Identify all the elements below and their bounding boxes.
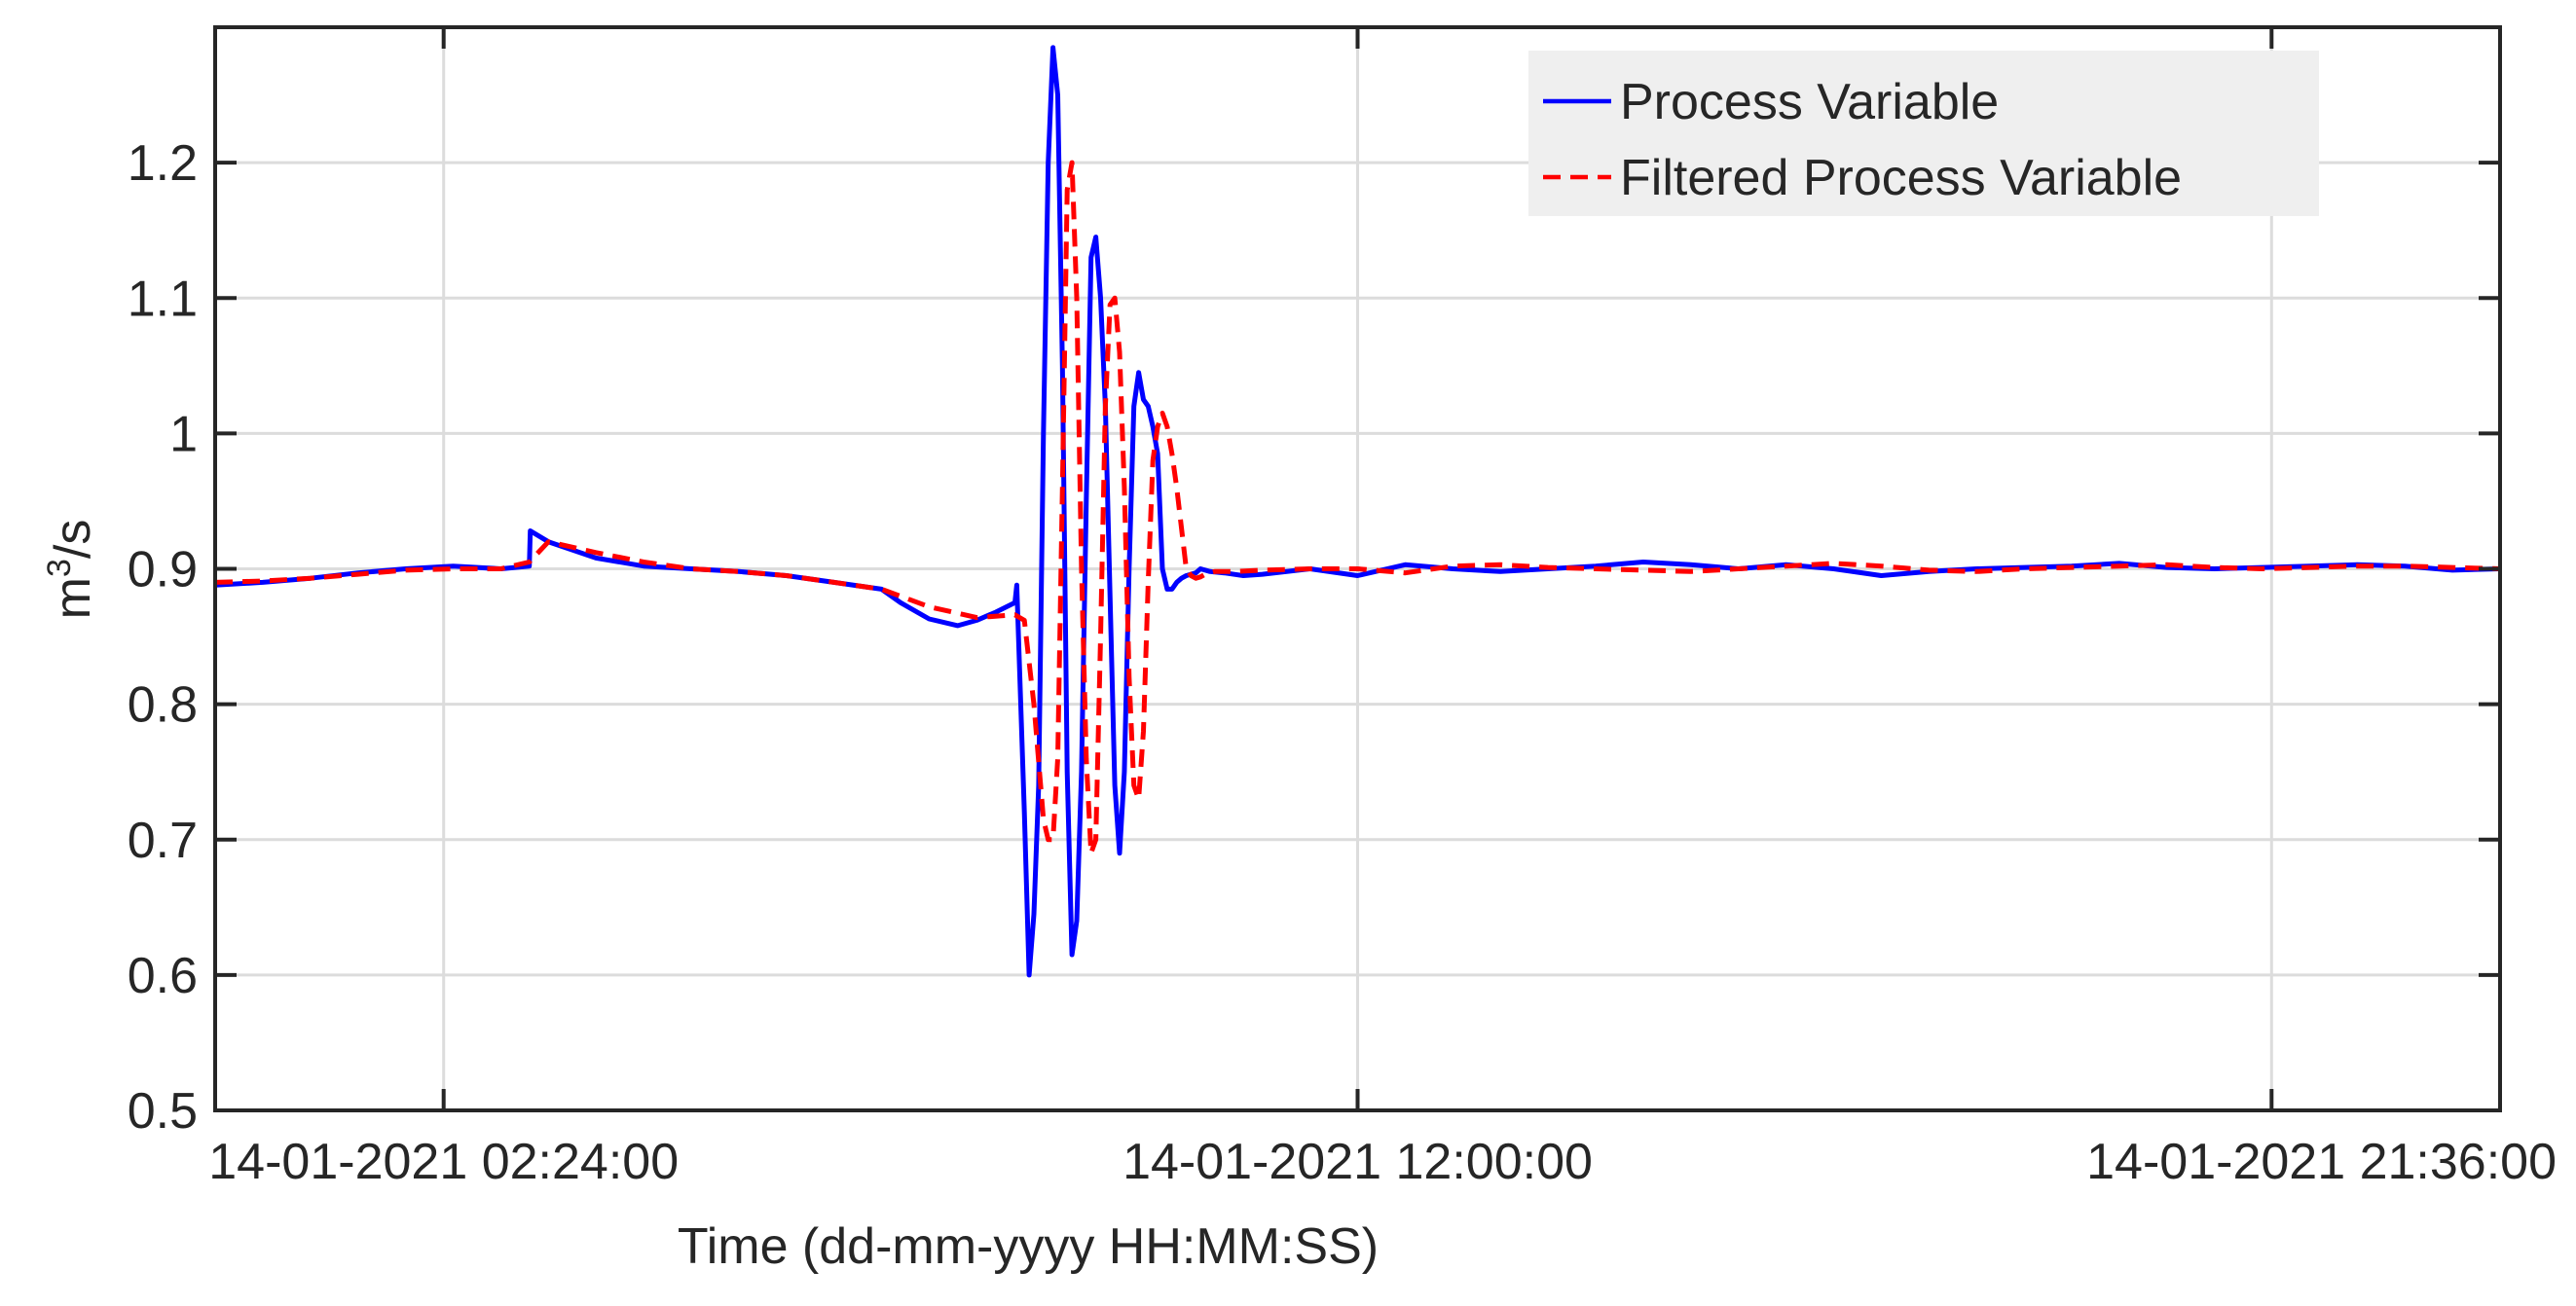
x-tick-label: 14-01-2021 02:24:00 — [208, 1134, 679, 1190]
legend: Process Variable Filtered Process Variab… — [1528, 51, 2319, 216]
y-tick-label: 1 — [169, 406, 198, 462]
legend-box — [1528, 51, 2319, 216]
y-tick-label: 0.8 — [128, 677, 198, 734]
legend-label-filtered-process-variable: Filtered Process Variable — [1620, 150, 2182, 206]
y-tick-label: 1.1 — [128, 271, 198, 327]
y-tick-label: 0.9 — [128, 542, 198, 599]
y-axis-label: m3/s — [41, 520, 101, 620]
x-tick-label: 14-01-2021 12:00:00 — [1122, 1134, 1593, 1190]
legend-label-process-variable: Process Variable — [1620, 74, 1999, 130]
x-axis-label: Time (dd-mm-yyyy HH:MM:SS) — [678, 1218, 1379, 1275]
filtered-process-variable-line — [214, 160, 2501, 856]
x-tick-labels: 14-01-2021 02:24:00 14-01-2021 12:00:00 14… — [208, 1134, 2557, 1190]
y-tick-label: 1.2 — [128, 135, 198, 192]
y-tick-label: 0.6 — [128, 948, 198, 1004]
y-tick-label: 0.7 — [128, 813, 198, 869]
x-tick-label: 14-01-2021 21:36:00 — [2086, 1134, 2557, 1190]
y-tick-labels: 0.5 0.6 0.7 0.8 0.9 1 1.1 1.2 — [128, 135, 198, 1140]
y-tick-label: 0.5 — [128, 1083, 198, 1140]
series-group — [214, 45, 2501, 978]
ticks — [215, 27, 2500, 1112]
